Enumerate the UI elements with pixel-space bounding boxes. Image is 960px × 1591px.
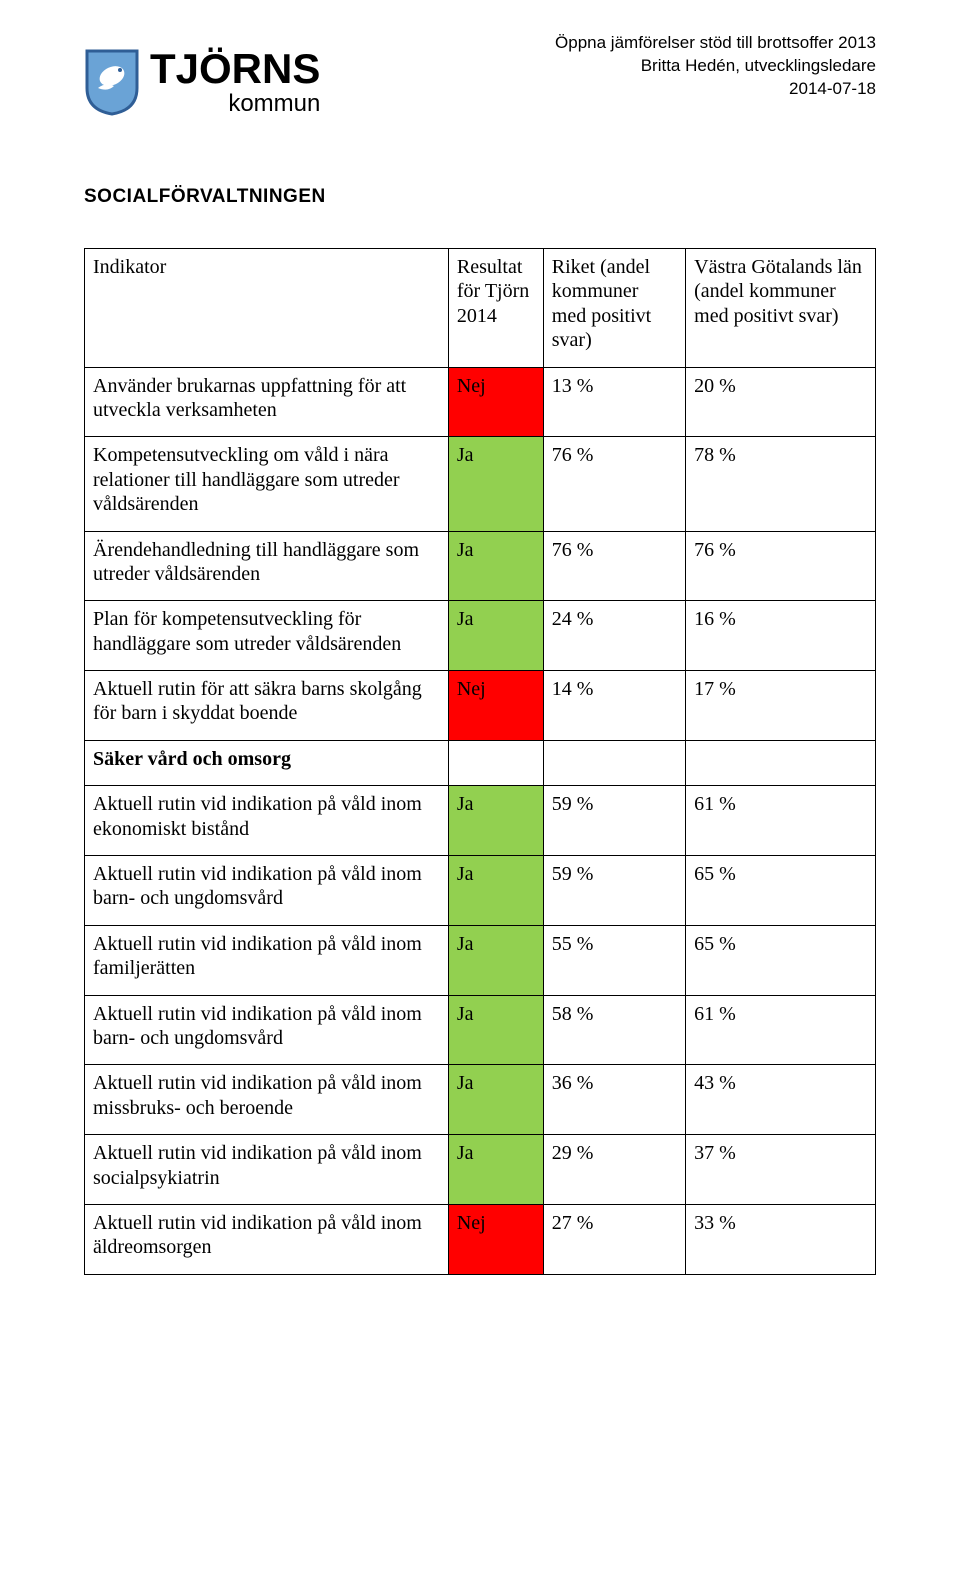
header-line-1: Öppna jämförelser stöd till brottsoffer … — [555, 32, 876, 55]
vg-cell: 65 % — [686, 925, 876, 995]
result-cell: Ja — [448, 601, 543, 671]
vg-cell: 65 % — [686, 856, 876, 926]
col-indicator: Indikator — [85, 249, 449, 368]
logo-word: TJÖRNS — [150, 48, 320, 90]
riket-cell: 59 % — [543, 856, 685, 926]
section-header-row: Säker vård och omsorg — [85, 740, 876, 785]
indicator-cell: Aktuell rutin vid indikation på våld ino… — [85, 786, 449, 856]
table-row: Aktuell rutin för att säkra barns skolgå… — [85, 671, 876, 741]
table-row: Aktuell rutin vid indikation på våld ino… — [85, 1065, 876, 1135]
vg-cell: 17 % — [686, 671, 876, 741]
col-riket: Riket (andel kommuner med positivt svar) — [543, 249, 685, 368]
result-cell: Ja — [448, 786, 543, 856]
table-row: Aktuell rutin vid indikation på våld ino… — [85, 995, 876, 1065]
col-vg: Västra Götalands län (andel kommuner med… — [686, 249, 876, 368]
vg-cell: 43 % — [686, 1065, 876, 1135]
result-cell: Ja — [448, 437, 543, 531]
result-cell: Nej — [448, 367, 543, 437]
section-title-cell: Säker vård och omsorg — [85, 740, 449, 785]
header-line-3: 2014-07-18 — [555, 78, 876, 101]
indicator-cell: Aktuell rutin för att säkra barns skolgå… — [85, 671, 449, 741]
riket-cell: 76 % — [543, 531, 685, 601]
page: Öppna jämförelser stöd till brottsoffer … — [0, 0, 960, 1335]
indicator-cell: Aktuell rutin vid indikation på våld ino… — [85, 856, 449, 926]
riket-cell: 55 % — [543, 925, 685, 995]
indicator-cell: Aktuell rutin vid indikation på våld ino… — [85, 1065, 449, 1135]
table-row: Plan för kompetensutveckling för handläg… — [85, 601, 876, 671]
indicator-cell: Kompetensutveckling om våld i nära relat… — [85, 437, 449, 531]
vg-cell: 37 % — [686, 1135, 876, 1205]
vg-cell: 16 % — [686, 601, 876, 671]
riket-cell: 24 % — [543, 601, 685, 671]
indicator-cell: Plan för kompetensutveckling för handläg… — [85, 601, 449, 671]
table-row: Använder brukarnas uppfattning för att u… — [85, 367, 876, 437]
riket-cell: 36 % — [543, 1065, 685, 1135]
indicator-cell: Aktuell rutin vid indikation på våld ino… — [85, 995, 449, 1065]
logo-text: TJÖRNS kommun — [150, 48, 320, 116]
result-cell: Ja — [448, 531, 543, 601]
col-result: Resultat för Tjörn 2014 — [448, 249, 543, 368]
indicator-table: Indikator Resultat för Tjörn 2014 Riket … — [84, 248, 876, 1275]
riket-cell: 76 % — [543, 437, 685, 531]
riket-cell: 29 % — [543, 1135, 685, 1205]
riket-cell: 59 % — [543, 786, 685, 856]
table-row: Aktuell rutin vid indikation på våld ino… — [85, 786, 876, 856]
section-empty-cell — [686, 740, 876, 785]
vg-cell: 78 % — [686, 437, 876, 531]
result-cell: Ja — [448, 925, 543, 995]
logo-subtitle: kommun — [150, 92, 320, 116]
riket-cell: 13 % — [543, 367, 685, 437]
table-header-row: Indikator Resultat för Tjörn 2014 Riket … — [85, 249, 876, 368]
header-line-2: Britta Hedén, utvecklingsledare — [555, 55, 876, 78]
vg-cell: 76 % — [686, 531, 876, 601]
header-right-block: Öppna jämförelser stöd till brottsoffer … — [555, 32, 876, 101]
result-cell: Ja — [448, 1135, 543, 1205]
indicator-cell: Aktuell rutin vid indikation på våld ino… — [85, 925, 449, 995]
table-row: Aktuell rutin vid indikation på våld ino… — [85, 925, 876, 995]
table-row: Aktuell rutin vid indikation på våld ino… — [85, 856, 876, 926]
result-cell: Nej — [448, 1204, 543, 1274]
vg-cell: 33 % — [686, 1204, 876, 1274]
indicator-cell: Aktuell rutin vid indikation på våld ino… — [85, 1204, 449, 1274]
riket-cell: 58 % — [543, 995, 685, 1065]
section-empty-cell — [543, 740, 685, 785]
riket-cell: 14 % — [543, 671, 685, 741]
vg-cell: 61 % — [686, 786, 876, 856]
table-row: Aktuell rutin vid indikation på våld ino… — [85, 1204, 876, 1274]
table-row: Ärendehandledning till handläggare som u… — [85, 531, 876, 601]
result-cell: Ja — [448, 995, 543, 1065]
table-row: Kompetensutveckling om våld i nära relat… — [85, 437, 876, 531]
result-cell: Ja — [448, 1065, 543, 1135]
result-cell: Nej — [448, 671, 543, 741]
indicator-cell: Använder brukarnas uppfattning för att u… — [85, 367, 449, 437]
riket-cell: 27 % — [543, 1204, 685, 1274]
indicator-cell: Aktuell rutin vid indikation på våld ino… — [85, 1135, 449, 1205]
indicator-cell: Ärendehandledning till handläggare som u… — [85, 531, 449, 601]
table-row: Aktuell rutin vid indikation på våld ino… — [85, 1135, 876, 1205]
vg-cell: 61 % — [686, 995, 876, 1065]
section-empty-cell — [448, 740, 543, 785]
shield-icon — [84, 48, 140, 116]
department-heading: SOCIALFÖRVALTNINGEN — [84, 186, 876, 208]
result-cell: Ja — [448, 856, 543, 926]
vg-cell: 20 % — [686, 367, 876, 437]
